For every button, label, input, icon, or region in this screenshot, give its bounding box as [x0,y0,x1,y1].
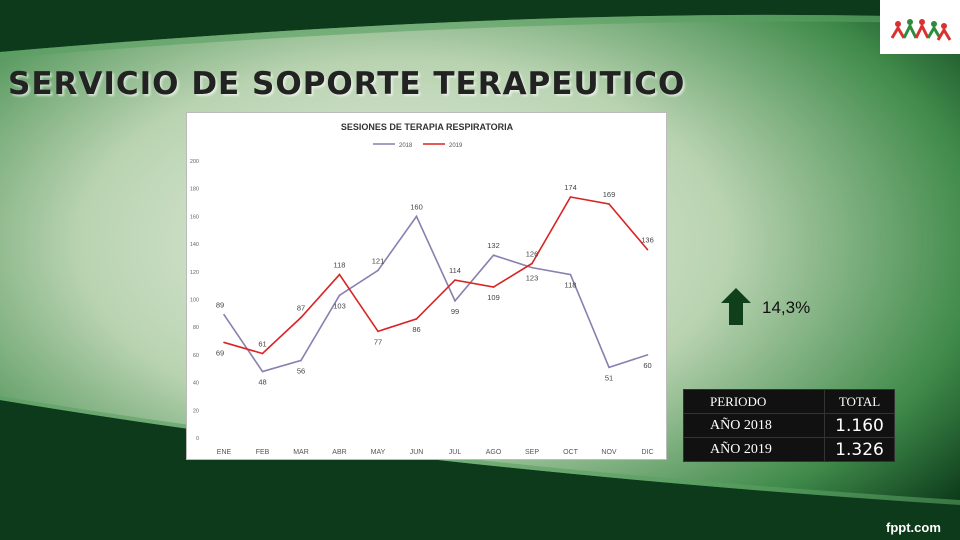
table-row: AÑO 2018 1.160 [683,413,895,438]
data-label: 109 [487,293,500,302]
data-point [300,316,302,319]
data-label: 87 [297,304,305,313]
x-tick-label: OCT [563,449,579,456]
y-tick-label: 120 [190,270,199,276]
data-point [646,248,649,251]
x-tick-label: MAR [293,449,309,456]
series-line-2018 [223,214,648,373]
data-point [608,366,610,369]
x-tick-label: DIC [641,449,653,456]
data-point [454,279,456,281]
x-tick-label: JUL [449,449,462,456]
data-label: 103 [333,301,346,310]
x-tick-label: NOV [601,449,617,456]
series-line-2019 [223,196,649,355]
x-tick-label: AGO [486,449,502,456]
x-tick-label: ENE [217,449,232,456]
data-point [300,359,302,362]
row-total: 1.326 [824,437,895,462]
change-percent: 14,3% [762,298,811,317]
data-point [492,286,495,288]
data-point [223,341,225,344]
data-point [569,196,572,198]
line-chart: SESIONES DE TERAPIA RESPIRATORIA 2018 20… [186,112,667,460]
data-label: 99 [451,307,459,316]
data-label: 61 [258,340,266,349]
data-point [492,254,495,256]
y-tick-label: 20 [193,408,199,414]
people-logo-icon [890,19,952,41]
y-tick-label: 0 [196,436,199,442]
data-label: 169 [603,190,616,199]
data-point [223,313,225,316]
data-point [338,273,341,276]
data-label: 114 [449,266,461,275]
header-periodo: PERIODO [683,389,825,414]
legend-2019: 2019 [449,143,463,149]
data-label: 86 [412,325,420,334]
data-point [608,203,610,205]
data-label: 121 [372,256,385,265]
data-label: 123 [526,274,539,283]
x-tick-label: ABR [332,449,346,456]
legend-2018: 2018 [399,143,413,149]
data-label: 77 [374,337,382,346]
chart-legend: 2018 2019 [373,143,463,149]
y-tick-label: 140 [190,242,199,248]
chart-svg: SESIONES DE TERAPIA RESPIRATORIA 2018 20… [190,122,654,456]
row-period: AÑO 2019 [683,437,825,462]
data-point [415,318,418,320]
data-label: 126 [526,249,539,258]
y-tick-label: 180 [190,187,199,193]
data-label: 118 [334,261,346,270]
data-point [454,300,456,302]
footer-brand: fppt.com [886,520,941,535]
logo [880,0,960,54]
data-label: 132 [487,241,500,250]
data-point [531,266,533,269]
data-point [646,354,649,356]
summary-table: PERIODO TOTAL AÑO 2018 1.160 AÑO 2019 1.… [683,389,895,462]
x-tick-label: SEP [525,449,539,456]
data-label: 69 [216,348,224,357]
data-label: 51 [605,373,613,382]
data-label: 160 [410,202,423,211]
data-label: 118 [565,281,577,290]
data-point [261,352,264,355]
chart-title: SESIONES DE TERAPIA RESPIRATORIA [341,122,514,132]
data-point [415,215,418,218]
x-tick-label: MAY [371,449,386,456]
data-label: 48 [258,378,266,387]
y-tick-label: 100 [190,298,199,304]
data-point [377,269,379,272]
y-tick-label: 40 [193,381,199,387]
slide-title: SERVICIO DE SOPORTE TERAPEUTICO [8,66,686,102]
up-arrow-icon [720,288,752,331]
table-row: AÑO 2019 1.326 [683,437,895,462]
data-label: 56 [297,366,305,375]
row-total: 1.160 [824,413,895,438]
x-tick-label: JUN [410,449,424,456]
data-point [569,273,572,276]
data-point [338,294,341,297]
y-tick-label: 80 [193,325,199,331]
x-tick-label: FEB [256,449,270,456]
data-point [261,370,264,373]
data-label: 136 [641,236,654,245]
data-point [531,262,533,265]
row-period: AÑO 2018 [683,413,825,438]
data-label: 174 [564,183,577,192]
data-point [377,330,379,333]
data-label: 60 [643,361,651,370]
y-tick-label: 60 [193,353,199,359]
y-tick-label: 160 [190,214,199,220]
header-total: TOTAL [824,389,895,414]
y-tick-label: 200 [190,159,199,165]
data-label: 89 [216,301,224,310]
table-header-row: PERIODO TOTAL [683,389,895,414]
